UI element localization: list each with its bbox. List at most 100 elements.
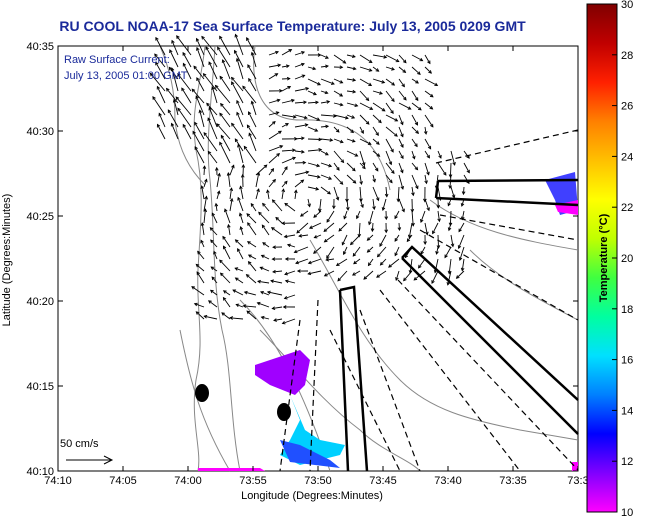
vector-head: [349, 241, 354, 246]
current-vector: [182, 52, 192, 68]
vector-head: [352, 253, 357, 257]
vector-head: [376, 274, 380, 278]
vector-head: [149, 72, 154, 77]
current-vector: [447, 198, 452, 206]
vector-head: [372, 206, 376, 211]
vector-head: [229, 197, 234, 202]
current-vector: [213, 251, 218, 260]
vector-head: [455, 275, 460, 279]
vector-head: [221, 59, 226, 64]
vector-head: [351, 139, 356, 143]
current-vector: [411, 78, 419, 84]
vector-head: [234, 138, 239, 143]
vector-head: [315, 100, 319, 105]
current-vector: [385, 78, 395, 86]
station-marker: [277, 403, 291, 421]
vector-head: [307, 260, 312, 265]
vector-head: [270, 168, 275, 172]
vector-head: [237, 143, 241, 148]
vector-head: [214, 84, 219, 89]
current-vector: [192, 131, 205, 152]
vector-head: [270, 279, 274, 283]
current-vector: [203, 179, 208, 188]
vector-head: [195, 95, 199, 100]
vector-head: [316, 163, 321, 168]
vector-head: [234, 49, 238, 54]
current-vector: [281, 99, 295, 104]
vector-head: [414, 121, 418, 126]
current-vector: [157, 124, 166, 140]
vector-head: [271, 306, 276, 311]
current-vector: [171, 40, 179, 56]
current-vector: [215, 85, 231, 104]
vector-head: [423, 131, 428, 135]
current-vector: [449, 162, 452, 178]
vector-head: [341, 241, 346, 246]
vector-head: [193, 302, 198, 307]
vector-head: [236, 111, 240, 116]
vector-head: [278, 130, 282, 135]
vector-head: [327, 190, 331, 195]
vector-head: [379, 243, 383, 247]
vector-head: [461, 191, 466, 196]
current-vector: [208, 61, 218, 80]
vector-head: [274, 73, 279, 77]
vector-head: [256, 171, 261, 176]
current-vector: [307, 66, 316, 70]
current-vector: [398, 78, 405, 87]
current-vector: [203, 73, 218, 92]
contour-line: [309, 239, 579, 441]
current-vector: [236, 100, 244, 116]
vector-head: [300, 179, 305, 184]
vector-head: [195, 311, 200, 315]
current-vector: [271, 227, 283, 236]
current-vector: [275, 217, 283, 224]
vector-head: [209, 227, 214, 231]
vector-head: [372, 178, 376, 183]
current-vector: [313, 246, 322, 254]
current-vector: [219, 36, 231, 56]
transect-outlines: [279, 129, 579, 472]
scale-arrow: [66, 455, 114, 465]
vector-head: [427, 60, 431, 65]
current-vector: [229, 198, 233, 212]
current-vector: [346, 150, 358, 157]
current-vector: [158, 113, 166, 128]
current-vector: [262, 242, 270, 248]
current-vector: [268, 145, 283, 152]
vector-head: [340, 159, 345, 164]
current-vector: [444, 246, 452, 258]
vector-head: [390, 148, 394, 153]
current-vector: [176, 35, 192, 56]
vector-head: [390, 110, 394, 115]
current-vector: [320, 90, 328, 94]
vector-head: [429, 106, 434, 110]
vector-head: [301, 62, 305, 67]
vector-head: [326, 100, 331, 104]
current-vector: [411, 102, 422, 111]
current-vector: [437, 150, 442, 159]
dashed-line: [419, 229, 579, 321]
vector-head: [231, 81, 235, 85]
current-vector: [359, 174, 362, 185]
current-vector: [352, 270, 361, 276]
vector-head: [207, 150, 212, 155]
current-vector: [359, 186, 362, 202]
vector-head: [307, 203, 311, 208]
current-vector: [194, 146, 205, 164]
current-vector: [388, 258, 400, 268]
vector-head: [330, 81, 335, 85]
vector-head: [211, 276, 216, 281]
vector-head: [272, 245, 276, 249]
dashed-line: [309, 299, 319, 472]
y-tick-label: 40:20: [26, 296, 54, 308]
vector-head: [457, 245, 462, 250]
vector-head: [210, 266, 215, 270]
current-vector: [294, 246, 309, 253]
vector-head: [208, 61, 212, 66]
vector-head: [158, 112, 162, 117]
current-vector: [171, 123, 179, 140]
dashed-line: [439, 214, 579, 241]
current-vector: [337, 270, 348, 282]
vector-head: [332, 205, 336, 210]
